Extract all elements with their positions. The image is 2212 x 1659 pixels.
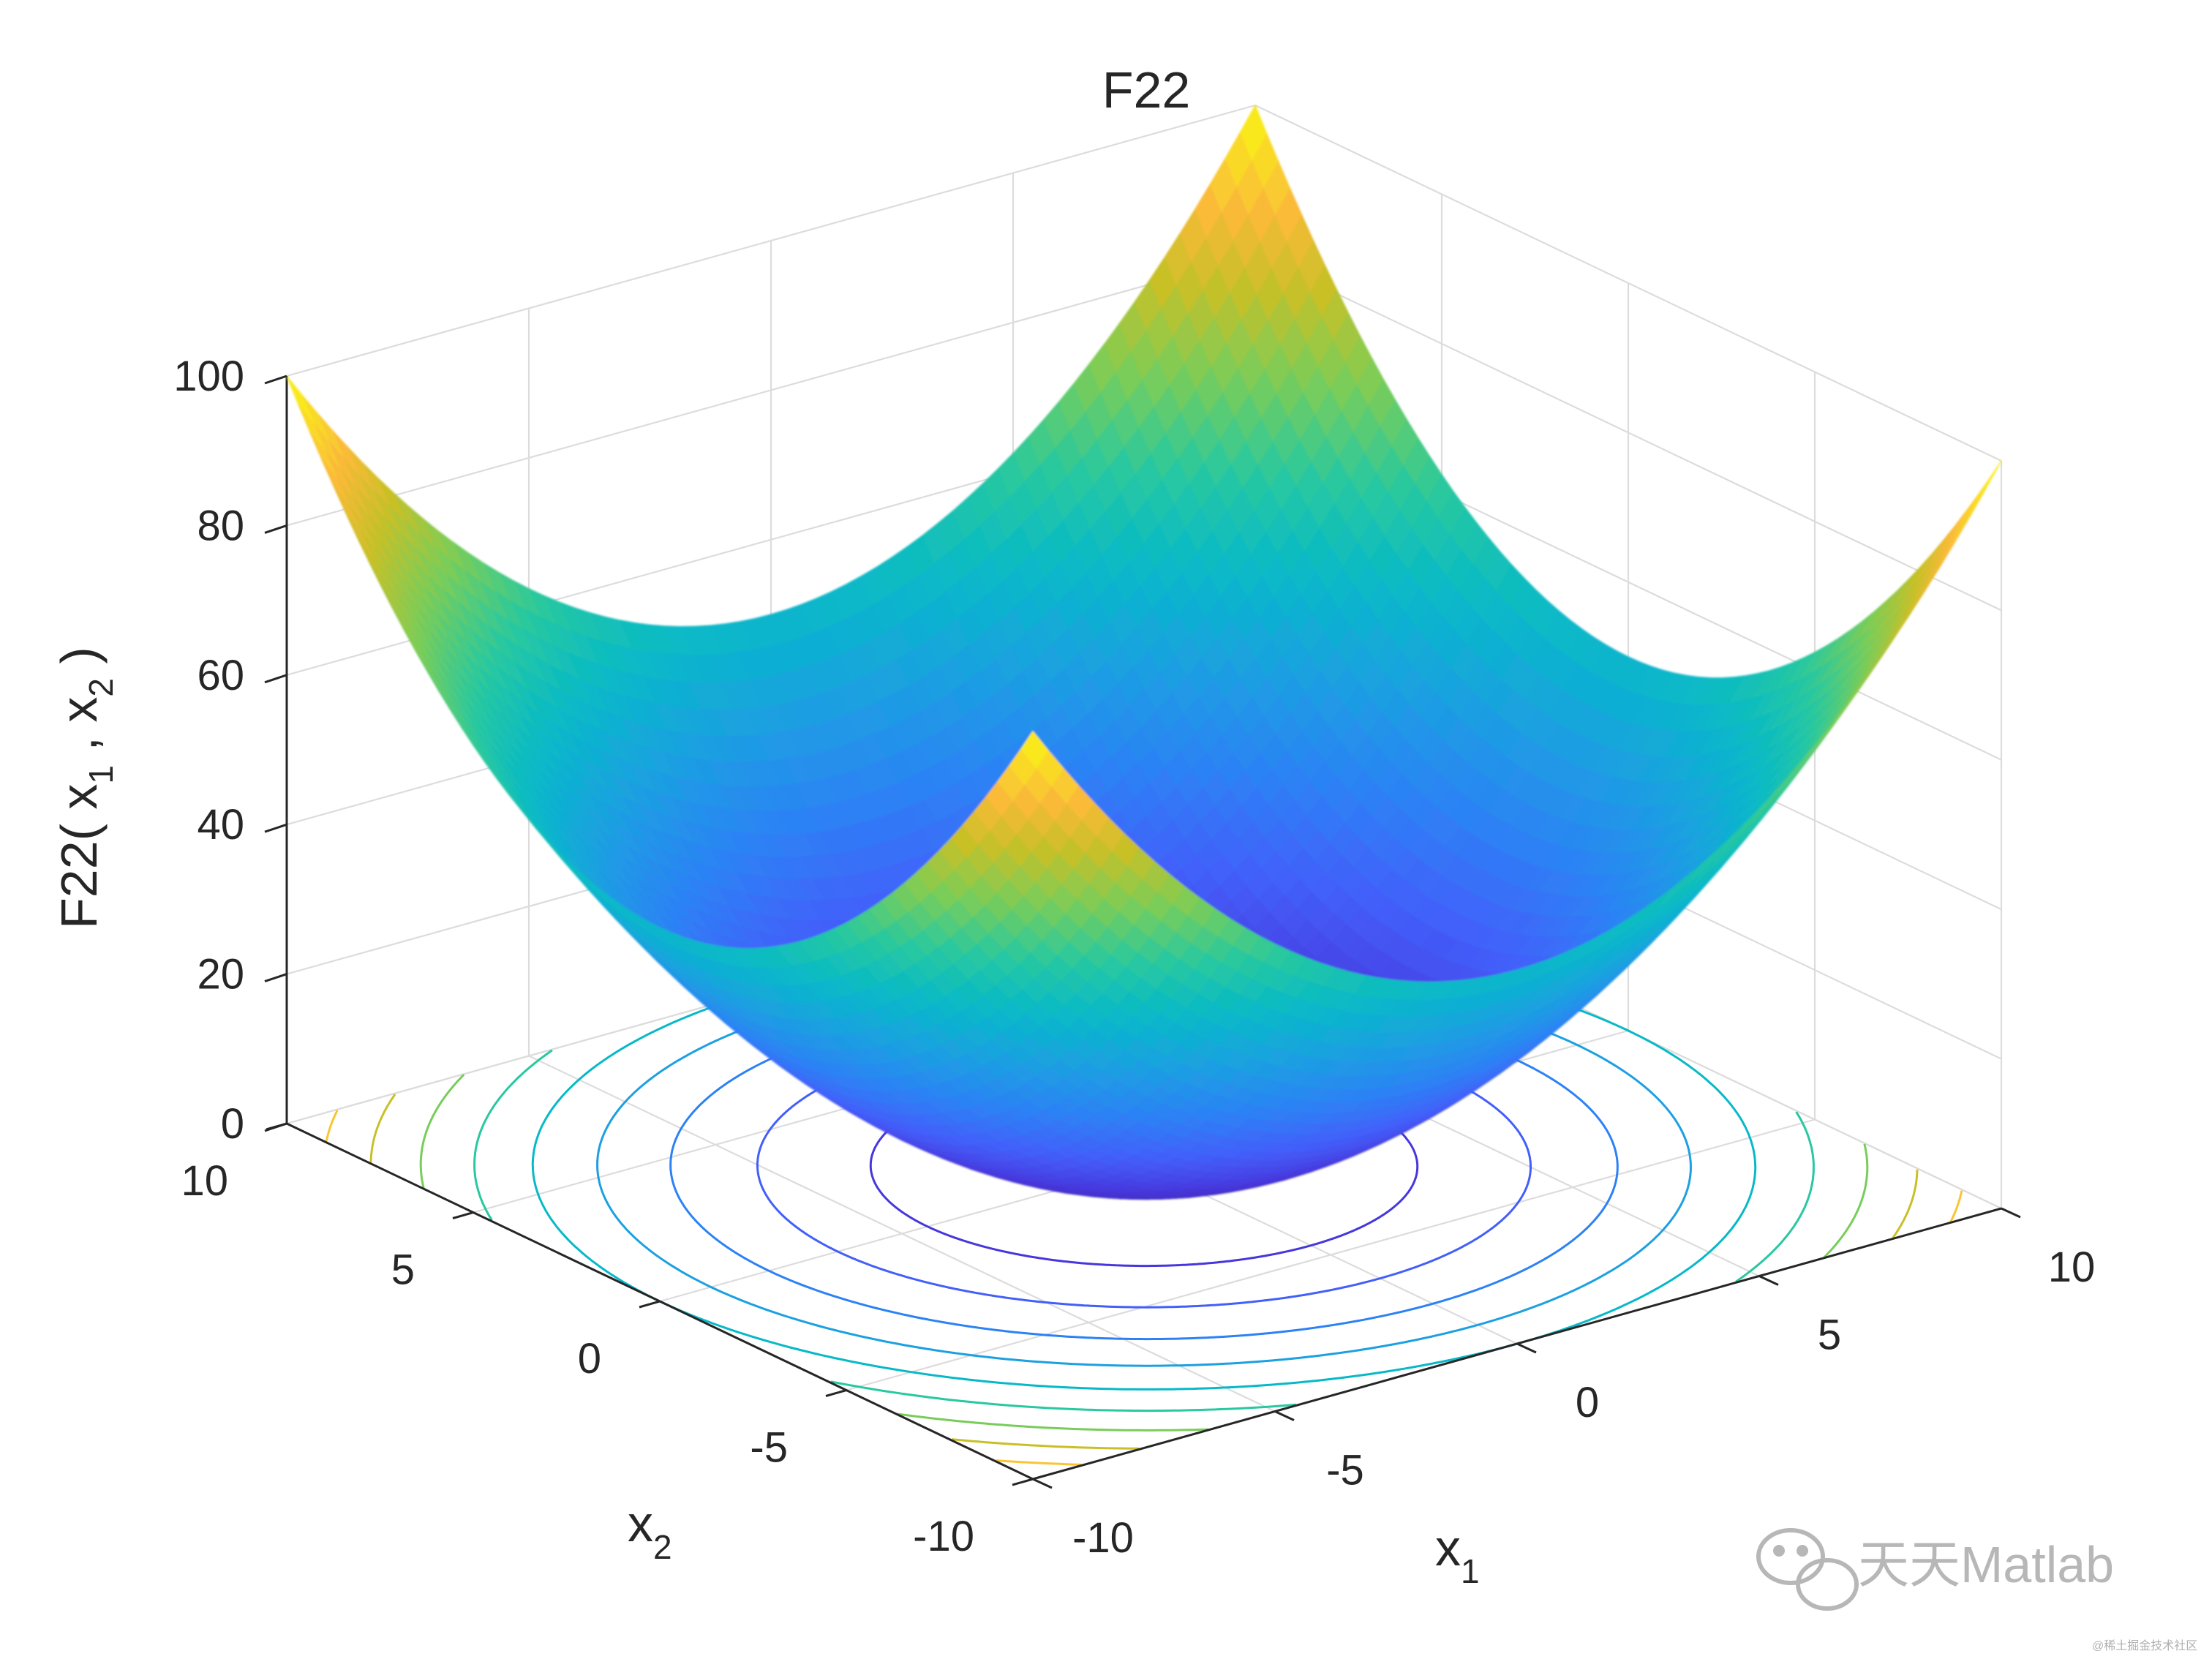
watermark-small-text: @稀土掘金技术社区 (2092, 1639, 2197, 1652)
z-tick-label: 80 (197, 502, 244, 549)
x-tick-mark (1032, 1478, 1053, 1489)
surface-patch (286, 375, 315, 424)
x-tick-mark (1274, 1410, 1295, 1421)
z-tick-mark (264, 524, 287, 534)
wechat-icon (1756, 1528, 1859, 1611)
z-axis-label: F22( x1 , x2 ) (50, 647, 120, 929)
x-tick-label: -10 (1072, 1514, 1134, 1562)
z-tick-label: 0 (221, 1100, 244, 1148)
x-tick-label: 0 (1576, 1379, 1599, 1426)
z-tick-mark (264, 823, 287, 833)
z-tick-label: 20 (197, 951, 244, 998)
y-tick-label: 5 (391, 1246, 415, 1294)
y-tick-mark (1012, 1478, 1034, 1486)
y-tick-label: -10 (913, 1513, 974, 1560)
y-axis-label: x2 (628, 1495, 672, 1566)
z-tick-label: 60 (197, 652, 244, 699)
z-tick-label: 40 (197, 801, 244, 849)
grid-line (1254, 254, 2002, 612)
surface-mesh (286, 105, 2002, 1200)
y-tick-mark (825, 1389, 847, 1397)
z-tick-mark (264, 375, 287, 385)
z-tick-mark (264, 674, 287, 684)
z-tick-mark (264, 973, 287, 983)
x-tick-mark (2001, 1207, 2021, 1219)
x-tick-label: 5 (1818, 1312, 1841, 1359)
x-tick-mark (1758, 1275, 1779, 1286)
y-tick-label: -5 (750, 1424, 788, 1472)
z-tick-mark (264, 1122, 287, 1132)
x-tick-mark (1516, 1342, 1537, 1354)
z-tick-label: 100 (173, 353, 244, 400)
grid-line (286, 254, 1256, 527)
grid-line (1254, 105, 2002, 462)
y-tick-label: 0 (578, 1335, 601, 1382)
grid-line (286, 104, 1256, 377)
x-axis-label: x1 (1435, 1519, 1480, 1590)
x-tick-label: -5 (1326, 1447, 1364, 1494)
y-tick-mark (452, 1211, 474, 1219)
chart-title: F22 (1102, 61, 1191, 118)
grid-line (846, 1118, 1816, 1391)
surface-patch (1020, 731, 1049, 769)
x-tick-label: 10 (2048, 1244, 2096, 1291)
watermark-text: 天天Matlab (1858, 1536, 2114, 1593)
watermark: 天天Matlab @稀土掘金技术社区 (1756, 1528, 2197, 1652)
y-tick-mark (639, 1300, 661, 1309)
y-tick-label: 10 (181, 1157, 228, 1205)
